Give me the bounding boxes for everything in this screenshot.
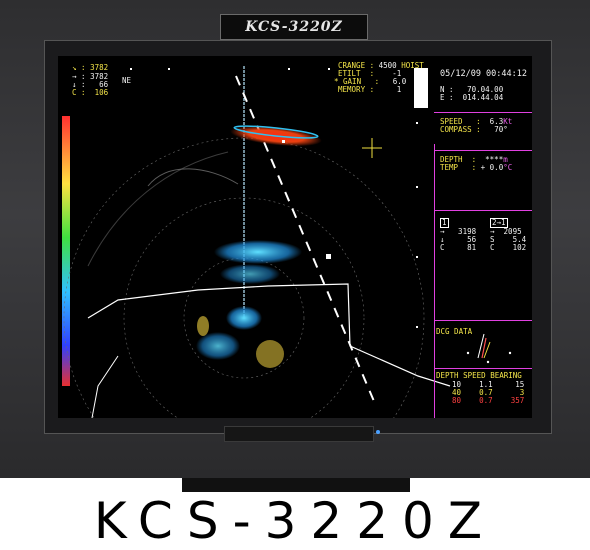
control-slot — [224, 426, 374, 442]
direction-readout: NE — [122, 77, 131, 85]
marker-course-1: C 81 — [440, 244, 476, 252]
faint-arc-2 — [88, 152, 228, 266]
memory-readout: MEMORY : 1 — [338, 86, 401, 94]
echo-school-2 — [220, 264, 280, 284]
c-readout: C : 106 — [72, 89, 108, 97]
current-table-header: DEPTH SPEED BEARING — [436, 372, 522, 380]
crosshair-icon[interactable] — [362, 138, 382, 158]
dcg-vector-icon — [467, 334, 511, 363]
color-scale-bar — [62, 116, 70, 386]
longitude: E : 014.44.04 — [440, 94, 503, 102]
echo-school — [214, 240, 302, 264]
echo-yellow-2 — [197, 316, 209, 336]
echo-center — [226, 306, 262, 330]
divider — [434, 368, 532, 369]
current-table-row: 80 0.7 357 — [452, 397, 524, 405]
brand-logo: KCS-3220Z — [220, 14, 368, 40]
model-title: KCS-3220Z — [0, 492, 590, 550]
divider — [434, 320, 532, 321]
divider — [434, 210, 532, 211]
power-led-icon — [376, 430, 380, 434]
coastline-west — [92, 356, 118, 418]
marker-icon[interactable] — [326, 254, 331, 259]
echo-lower — [196, 332, 240, 360]
memory-level-bar — [414, 68, 428, 108]
divider — [434, 150, 532, 151]
panel-divider — [434, 144, 435, 418]
target-marker-icon[interactable] — [282, 140, 285, 143]
temp-readout: TEMP : + 0.0°C — [440, 164, 512, 172]
monitor-base — [182, 478, 410, 492]
dcg-data-label: DCG DATA — [436, 328, 472, 336]
compass-readout: COMPASS : 70° — [440, 126, 508, 134]
edge-ticks — [130, 68, 418, 328]
coastline — [88, 284, 450, 386]
echo-yellow — [256, 340, 284, 368]
datetime: 05/12/09 00:44:12 — [440, 70, 527, 78]
divider — [434, 112, 532, 113]
marker-course-2: C 102 — [490, 244, 526, 252]
arrow-down-readout: ↘ : 3782 — [72, 64, 108, 72]
sonar-screen[interactable]: ↘ : 3782 → : 3782 ↓ : 66 NE C : 106 CRAN… — [58, 56, 532, 418]
faint-arc — [148, 169, 238, 186]
